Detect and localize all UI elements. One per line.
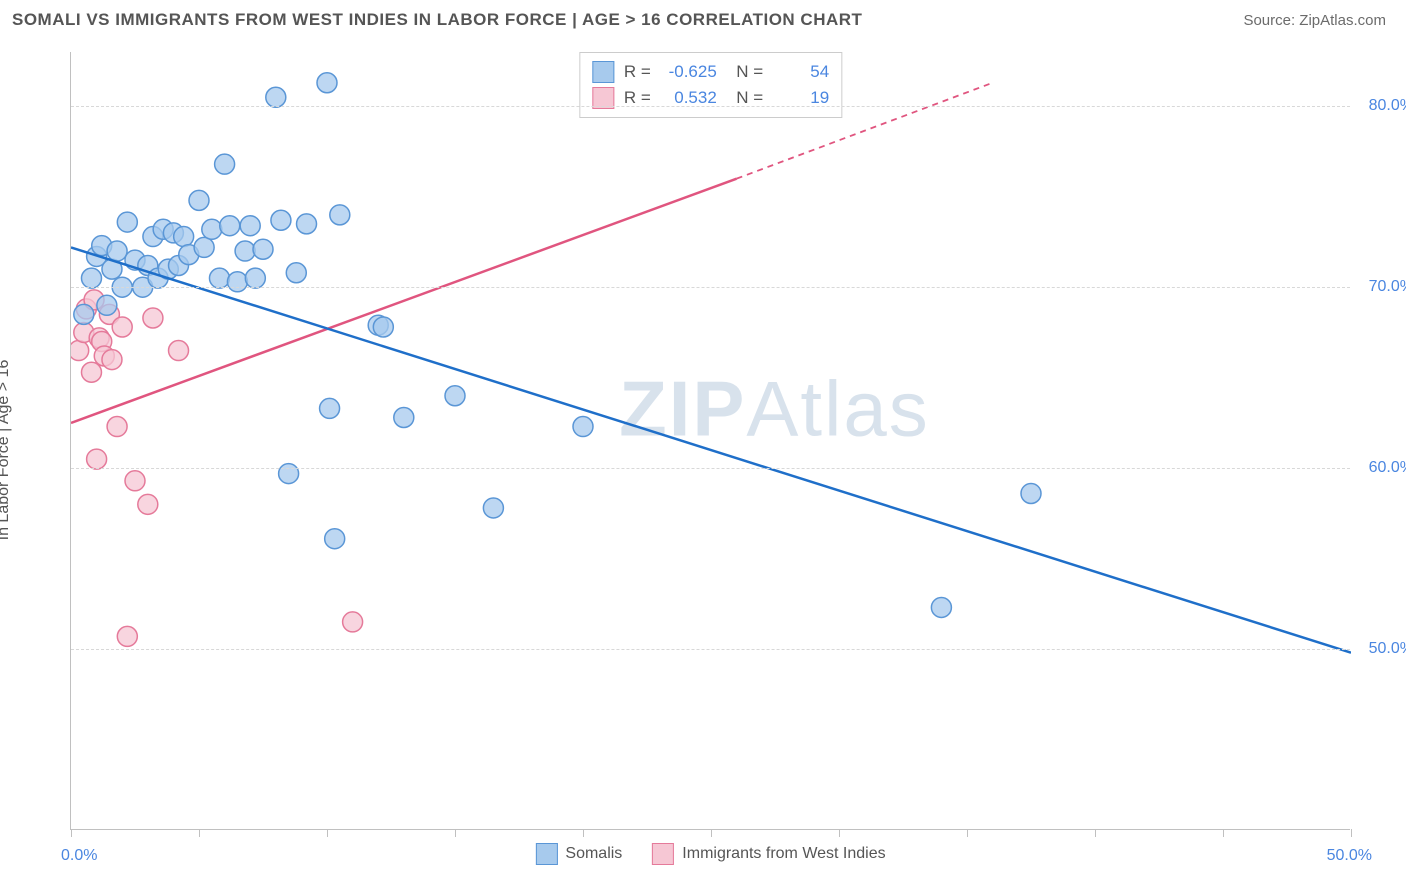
data-point — [143, 308, 163, 328]
y-tick-label: 70.0% — [1358, 278, 1406, 296]
gridline-horizontal — [71, 649, 1350, 650]
data-point — [189, 190, 209, 210]
x-tick — [839, 829, 840, 837]
scatter-svg — [71, 52, 1351, 830]
gridline-horizontal — [71, 287, 1350, 288]
data-point — [325, 529, 345, 549]
y-tick-label: 50.0% — [1358, 640, 1406, 658]
data-point — [107, 241, 127, 261]
y-axis-title: In Labor Force | Age > 16 — [0, 360, 13, 541]
data-point — [266, 87, 286, 107]
x-tick — [967, 829, 968, 837]
data-point — [74, 304, 94, 324]
data-point — [317, 73, 337, 93]
n-label: N = — [727, 62, 763, 82]
data-point — [931, 597, 951, 617]
data-point — [112, 317, 132, 337]
data-point — [227, 272, 247, 292]
data-point — [117, 212, 137, 232]
data-point — [573, 417, 593, 437]
x-tick — [71, 829, 72, 837]
data-point — [245, 268, 265, 288]
x-tick — [711, 829, 712, 837]
data-point — [320, 398, 340, 418]
legend-label-westindies: Immigrants from West Indies — [682, 845, 885, 863]
y-tick-label: 60.0% — [1358, 459, 1406, 477]
data-point — [343, 612, 363, 632]
data-point — [71, 341, 89, 361]
gridline-horizontal — [71, 468, 1350, 469]
chart-header: SOMALI VS IMMIGRANTS FROM WEST INDIES IN… — [0, 0, 1406, 38]
x-tick — [1351, 829, 1352, 837]
x-tick — [583, 829, 584, 837]
data-point — [202, 219, 222, 239]
trend-line — [71, 247, 1351, 652]
legend-swatch-somalis — [535, 843, 557, 865]
x-tick — [455, 829, 456, 837]
data-point — [286, 263, 306, 283]
data-point — [169, 341, 189, 361]
x-tick — [1223, 829, 1224, 837]
r-value-westindies: 0.532 — [661, 88, 717, 108]
data-point — [107, 417, 127, 437]
data-point — [87, 449, 107, 469]
stats-row-somalis: R = -0.625 N = 54 — [592, 59, 829, 85]
y-tick-label: 80.0% — [1358, 97, 1406, 115]
data-point — [235, 241, 255, 261]
chart-title: SOMALI VS IMMIGRANTS FROM WEST INDIES IN… — [12, 10, 862, 30]
data-point — [174, 227, 194, 247]
data-point — [253, 239, 273, 259]
data-point — [330, 205, 350, 225]
legend-item-somalis: Somalis — [535, 843, 622, 865]
x-tick — [327, 829, 328, 837]
data-point — [483, 498, 503, 518]
stats-legend-box: R = -0.625 N = 54 R = 0.532 N = 19 — [579, 52, 842, 118]
r-label: R = — [624, 62, 651, 82]
data-point — [125, 471, 145, 491]
data-point — [194, 237, 214, 257]
data-point — [209, 268, 229, 288]
data-point — [1021, 483, 1041, 503]
data-point — [240, 216, 260, 236]
data-point — [97, 295, 117, 315]
plot-area: ZIPAtlas R = -0.625 N = 54 R = 0.532 N =… — [70, 52, 1350, 830]
legend-item-westindies: Immigrants from West Indies — [652, 843, 885, 865]
data-point — [394, 407, 414, 427]
r-value-somalis: -0.625 — [661, 62, 717, 82]
legend-swatch-westindies — [652, 843, 674, 865]
data-point — [117, 626, 137, 646]
data-point — [102, 350, 122, 370]
n-label: N = — [727, 88, 763, 108]
data-point — [271, 210, 291, 230]
data-point — [279, 464, 299, 484]
data-point — [138, 494, 158, 514]
data-point — [220, 216, 240, 236]
x-tick — [1095, 829, 1096, 837]
chart-container: In Labor Force | Age > 16 ZIPAtlas R = -… — [30, 40, 1400, 860]
data-point — [81, 268, 101, 288]
legend-label-somalis: Somalis — [565, 845, 622, 863]
source-label: Source: ZipAtlas.com — [1243, 12, 1386, 29]
data-point — [81, 362, 101, 382]
gridline-horizontal — [71, 106, 1350, 107]
x-axis-label-min: 0.0% — [61, 847, 97, 865]
swatch-somalis — [592, 61, 614, 83]
r-label: R = — [624, 88, 651, 108]
trend-line — [71, 179, 737, 423]
n-value-westindies: 19 — [773, 88, 829, 108]
data-point — [297, 214, 317, 234]
n-value-somalis: 54 — [773, 62, 829, 82]
x-tick — [199, 829, 200, 837]
data-point — [445, 386, 465, 406]
data-point — [215, 154, 235, 174]
legend-bottom: Somalis Immigrants from West Indies — [535, 843, 885, 865]
x-axis-label-max: 50.0% — [1327, 847, 1372, 865]
data-point — [373, 317, 393, 337]
